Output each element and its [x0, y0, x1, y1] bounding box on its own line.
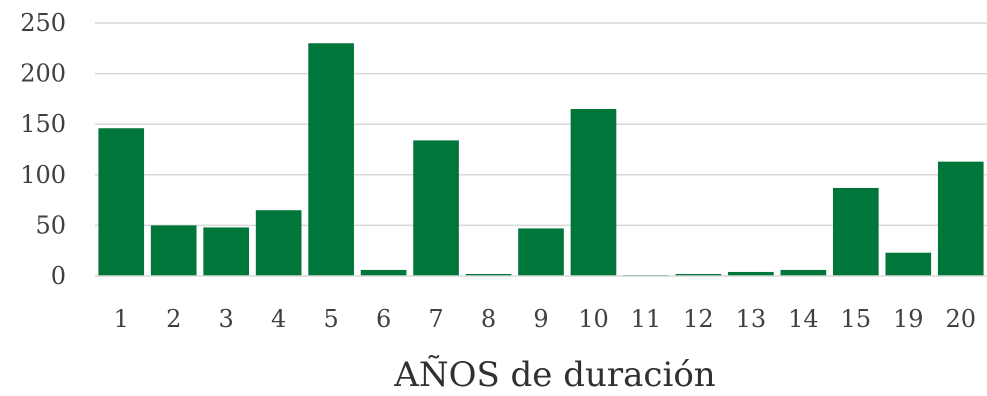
bar-8: [465, 273, 512, 276]
x-tick-label: 5: [323, 305, 338, 333]
x-tick-label: 12: [683, 305, 714, 333]
x-tick-label: 19: [893, 305, 924, 333]
y-axis-ticks: 0 50 100 150 200 250: [20, 9, 66, 290]
y-tick-label: 100: [20, 161, 66, 189]
y-tick-label: 150: [20, 110, 66, 138]
bar-7: [413, 140, 459, 276]
x-tick-label: 15: [841, 305, 872, 333]
bar-19: [885, 252, 932, 276]
bar-12: [675, 273, 722, 276]
x-tick-label: 10: [578, 305, 609, 333]
bar-10: [570, 109, 617, 277]
bars: [98, 43, 984, 277]
x-tick-label: 13: [736, 305, 767, 333]
bar-4: [255, 210, 302, 276]
bar-1: [98, 128, 145, 276]
x-tick-label: 14: [788, 305, 819, 333]
x-tick-label: 6: [376, 305, 391, 333]
bar-6: [360, 269, 407, 276]
bar-9: [518, 228, 564, 276]
x-tick-label: 4: [271, 305, 286, 333]
bar-3: [203, 227, 250, 276]
x-tick-label: 1: [114, 305, 129, 333]
x-tick-label: 3: [219, 305, 234, 333]
x-tick-label: 20: [945, 305, 976, 333]
x-tick-label: 8: [481, 305, 496, 333]
x-tick-label: 2: [166, 305, 181, 333]
x-tick-label: 11: [631, 305, 662, 333]
bar-13: [728, 271, 774, 276]
bar-14: [780, 269, 827, 276]
x-tick-label: 7: [428, 305, 443, 333]
x-axis-ticks: 1 2 3 4 5 6 7 8 9 10 11 12 13 14 15 19 20: [114, 305, 976, 333]
y-tick-label: 200: [20, 60, 66, 88]
y-tick-label: 0: [51, 262, 66, 290]
y-tick-label: 50: [35, 211, 66, 239]
bar-2: [150, 225, 197, 276]
x-tick-label: 9: [533, 305, 548, 333]
bar-20: [937, 161, 984, 276]
x-axis-label: AÑOS de duración: [393, 354, 715, 395]
bar-15: [832, 187, 879, 276]
y-tick-label: 250: [20, 9, 66, 37]
bar-5: [308, 43, 354, 276]
